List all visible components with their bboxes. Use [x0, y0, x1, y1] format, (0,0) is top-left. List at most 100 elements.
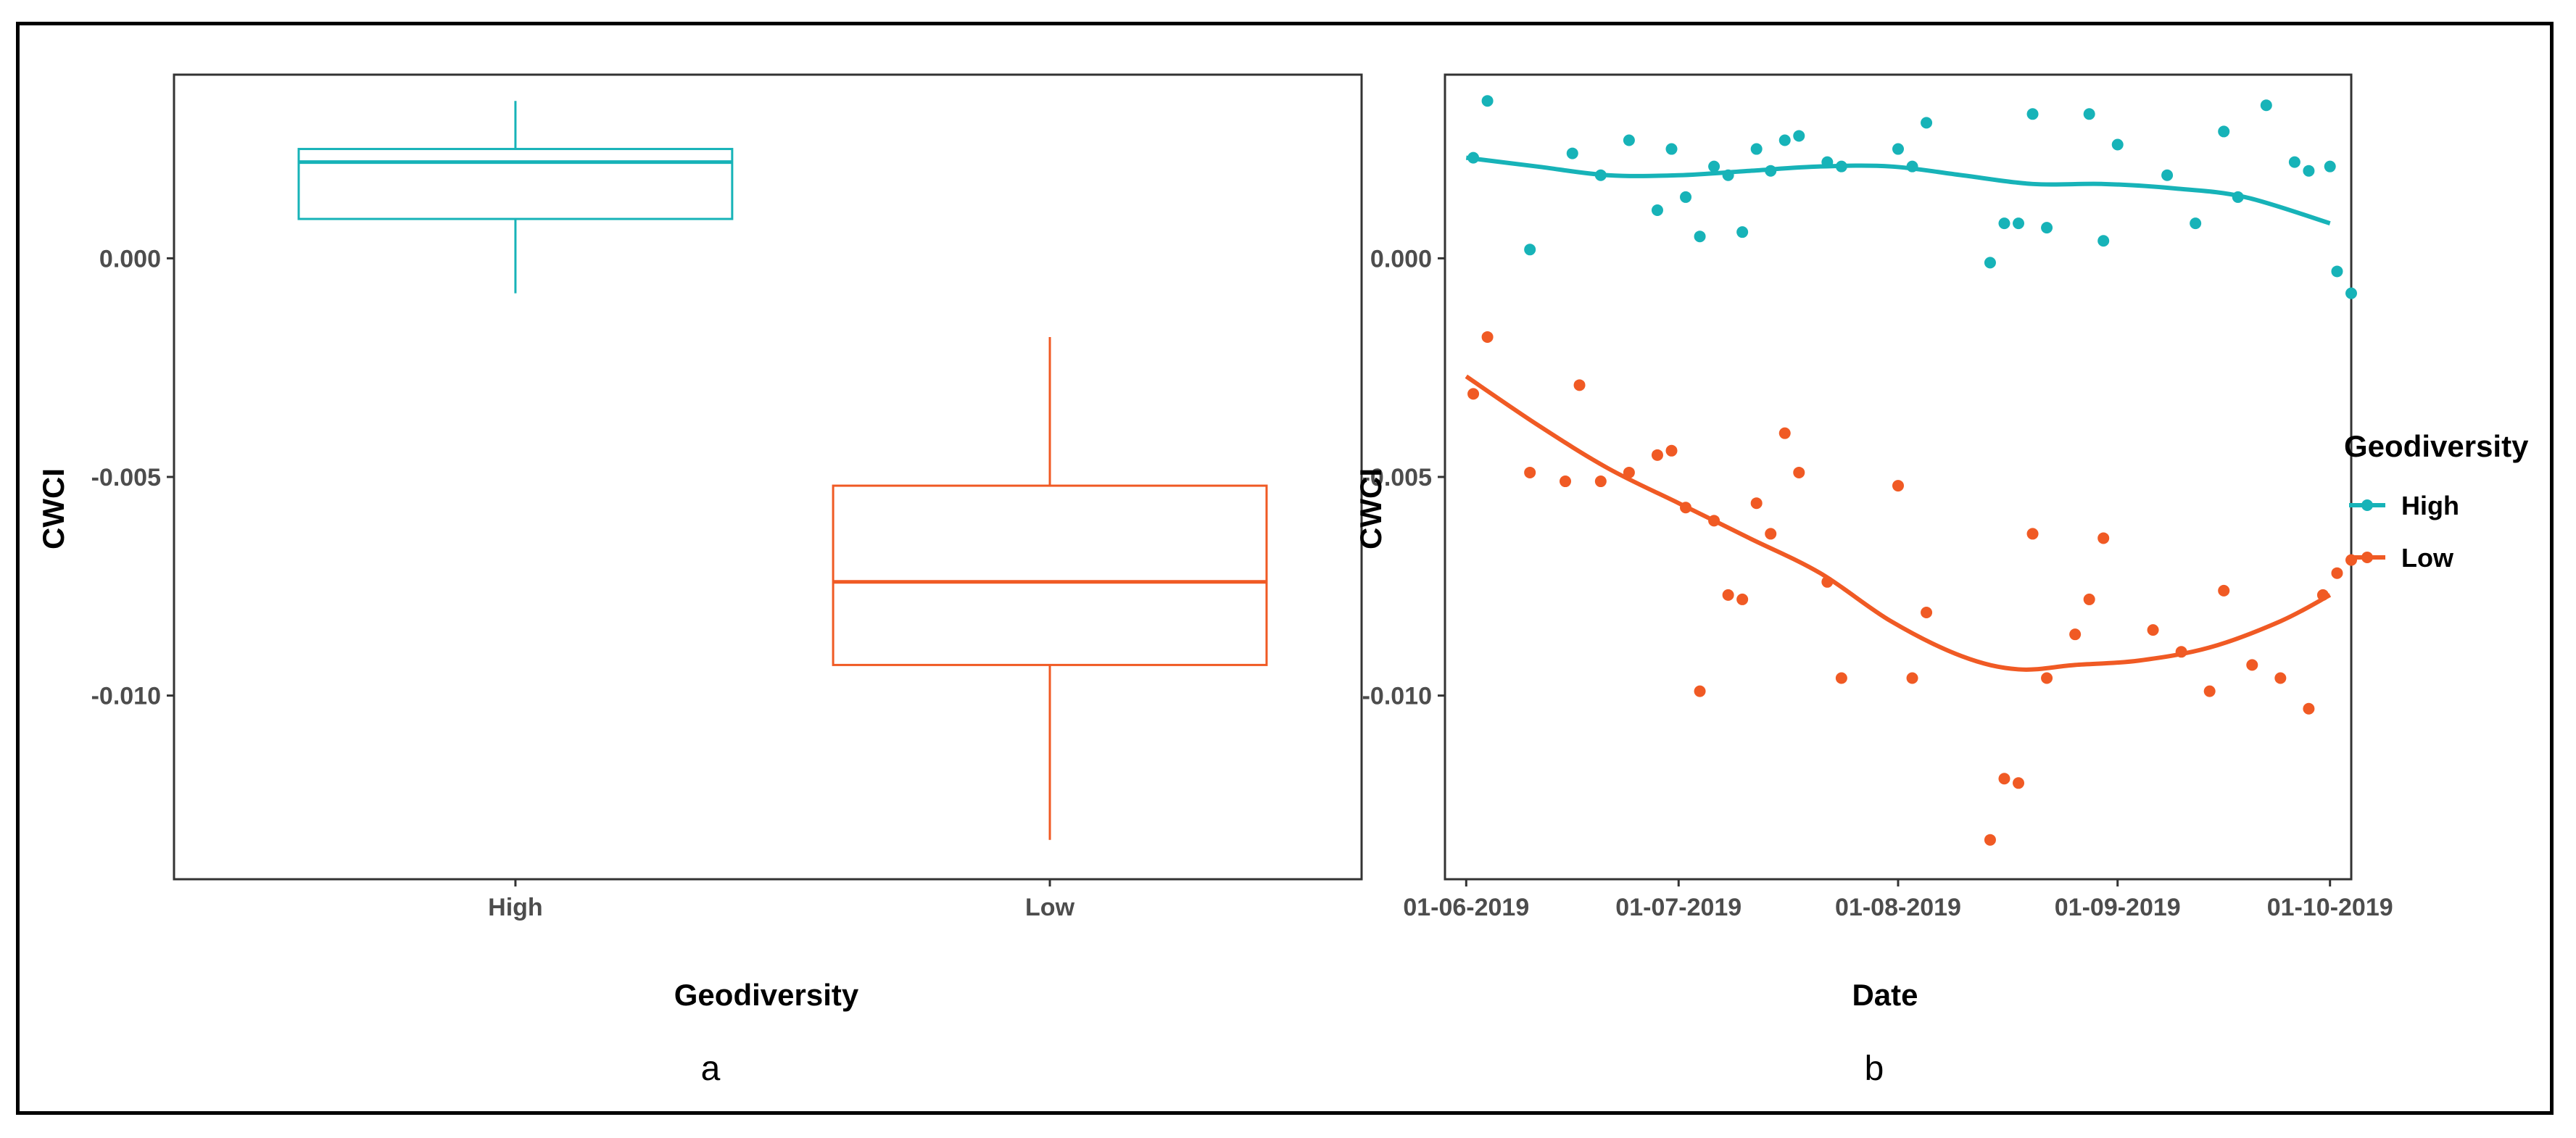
legend-title: Geodiversity	[2344, 429, 2529, 463]
legend: Geodiversity High Low	[2344, 429, 2529, 573]
data-point	[2303, 702, 2315, 715]
panel-b-x-axis-title: Date	[1852, 978, 1918, 1012]
panel-b-plot-border	[1444, 73, 2353, 881]
data-point	[2190, 217, 2202, 230]
data-point	[1921, 117, 1933, 129]
data-point	[2345, 287, 2357, 299]
data-point	[2147, 624, 2159, 636]
data-point	[2069, 628, 2082, 641]
data-point	[1892, 143, 1904, 155]
data-point	[2161, 169, 2174, 181]
data-point	[1481, 331, 1494, 343]
x-tick-label: 01-10-2019	[2267, 894, 2393, 921]
data-point	[2303, 165, 2315, 177]
data-point	[2013, 777, 2025, 789]
data-point	[1778, 427, 1791, 439]
box-high	[297, 101, 734, 294]
data-point	[2203, 685, 2216, 697]
data-point	[2041, 672, 2053, 684]
y-tick-label: 0.000	[1370, 245, 1432, 273]
data-point	[1665, 444, 1678, 457]
data-point	[1765, 528, 1777, 540]
data-point	[1984, 834, 1996, 846]
x-tick-label: 01-09-2019	[2055, 894, 2181, 921]
data-point	[2218, 125, 2230, 138]
smooth-line	[1465, 155, 2331, 225]
data-point	[1665, 143, 1678, 155]
data-point	[1708, 160, 1720, 173]
legend-point-swatch	[2361, 499, 2373, 511]
legend-label: High	[2401, 491, 2459, 520]
data-point	[1524, 244, 1536, 256]
data-point	[1736, 226, 1749, 238]
panel-a-x-axis-title: Geodiversity	[674, 978, 859, 1012]
panel-b-y-axis-title: CWCI	[1354, 468, 1388, 549]
panel-a-boxplot: 0.000 -0.005 -0.010 High Low Geodiversity C…	[36, 73, 1363, 1088]
panel-b-scatter: 0.000 -0.005 -0.010 01-06-2019 01-07-2019 01…	[1354, 73, 2393, 1088]
data-point	[1481, 95, 1494, 107]
data-point	[1998, 773, 2010, 785]
data-point	[2324, 160, 2336, 173]
data-point	[2331, 265, 2343, 278]
data-point	[2083, 593, 2095, 605]
panel-a-y-axis-title: CWCI	[36, 468, 70, 549]
data-point	[2218, 584, 2230, 597]
data-point	[2041, 222, 2053, 234]
data-point	[1524, 466, 1536, 478]
series-high	[1465, 95, 2357, 299]
panel-label-b: b	[1865, 1050, 1884, 1088]
data-point	[1921, 607, 1933, 619]
data-point	[1998, 217, 2010, 230]
data-point	[2331, 567, 2343, 579]
data-point	[2274, 672, 2287, 684]
x-tick-label: 01-06-2019	[1403, 894, 1529, 921]
data-point	[1560, 475, 1572, 488]
data-point	[1651, 204, 1663, 217]
x-tick-label: 01-08-2019	[1835, 894, 1961, 921]
data-point	[1906, 672, 1918, 684]
data-point	[2026, 528, 2039, 540]
legend-point-swatch	[2361, 552, 2373, 563]
data-point	[1778, 134, 1791, 146]
iqr-box	[832, 484, 1268, 666]
legend-item-low: Low	[2349, 543, 2454, 573]
x-tick-label: Low	[1025, 894, 1075, 921]
data-point	[2260, 99, 2272, 112]
data-point	[2097, 532, 2110, 544]
figure-frame	[16, 22, 2554, 1115]
data-point	[1892, 480, 1904, 492]
data-point	[1736, 593, 1749, 605]
panel-label-a: a	[701, 1050, 721, 1088]
x-tick-label: 01-07-2019	[1615, 894, 1742, 921]
data-point	[2111, 138, 2124, 151]
y-tick-label: -0.005	[1362, 464, 1432, 491]
data-point	[1722, 589, 1734, 601]
data-point	[2083, 108, 2095, 120]
data-point	[1835, 672, 1847, 684]
data-point	[1566, 147, 1578, 159]
y-tick-label: 0.000	[99, 245, 161, 273]
smooth-line	[1465, 374, 2332, 672]
x-tick-label: High	[488, 894, 543, 921]
y-tick-label: -0.010	[1362, 683, 1432, 710]
data-point	[1651, 449, 1663, 461]
data-point	[2246, 659, 2258, 671]
data-point	[1467, 388, 1480, 400]
box-low	[832, 336, 1268, 840]
y-tick-label: -0.005	[91, 464, 161, 491]
data-point	[2288, 156, 2300, 168]
data-point	[2013, 217, 2025, 230]
data-point	[1750, 497, 1763, 510]
data-point	[1694, 685, 1706, 697]
data-point	[2097, 235, 2110, 247]
data-point	[1594, 475, 1607, 488]
series-low	[1465, 331, 2357, 846]
data-point	[1680, 191, 1692, 203]
data-point	[1793, 130, 1805, 142]
data-point	[1984, 257, 1996, 269]
data-point	[1793, 466, 1805, 478]
data-point	[1623, 134, 1635, 146]
iqr-box	[297, 148, 734, 220]
legend-label: Low	[2401, 543, 2454, 573]
